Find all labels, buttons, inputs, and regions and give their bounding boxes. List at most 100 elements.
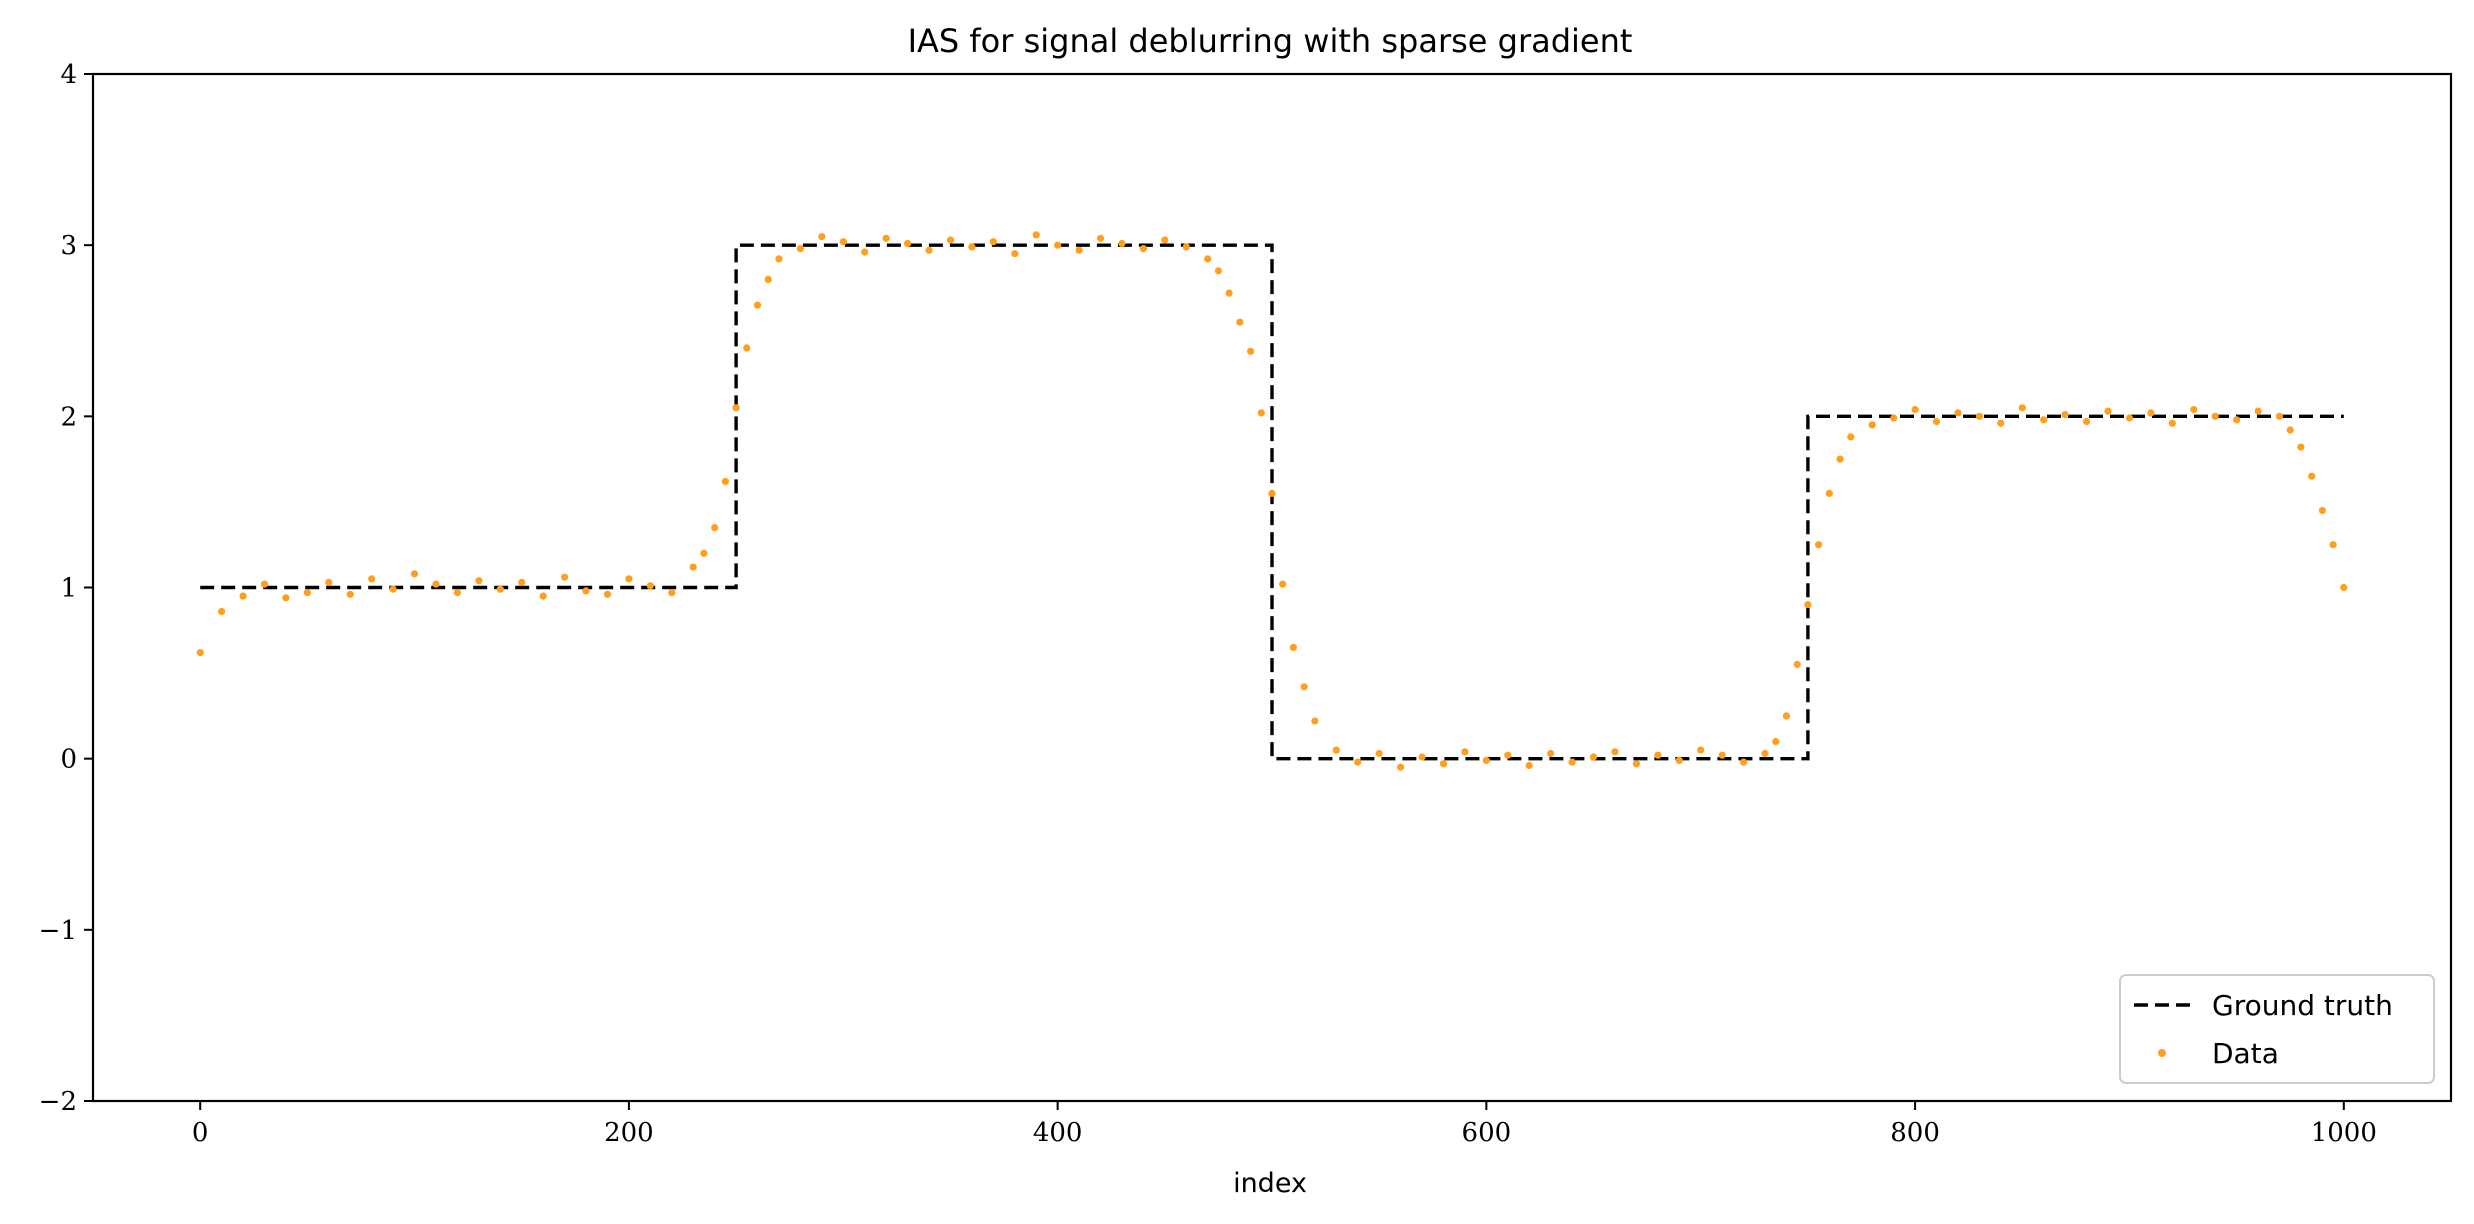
data-point — [1815, 541, 1823, 549]
data-point — [2125, 414, 2134, 422]
data-point — [1375, 749, 1383, 758]
data-point — [882, 234, 890, 242]
data-point — [1225, 289, 1233, 297]
data-point — [582, 587, 590, 595]
data-point — [1772, 737, 1780, 746]
series-ground-truth-line — [200, 243, 2344, 761]
data-point — [518, 578, 526, 587]
data-point — [282, 594, 290, 602]
x-tick-label: 200 — [604, 1118, 654, 1148]
data-point — [2233, 416, 2241, 424]
data-point — [2308, 472, 2316, 480]
data-point — [1740, 758, 1748, 766]
data-point — [303, 589, 311, 597]
data-point — [325, 578, 333, 587]
data-point — [2340, 583, 2348, 592]
y-tick-label: 2 — [60, 402, 77, 432]
data-point — [1300, 683, 1308, 691]
data-point — [764, 275, 772, 283]
data-point — [1397, 763, 1405, 771]
data-point — [1589, 753, 1598, 761]
legend-ground-truth-label: Ground truth — [2212, 989, 2393, 1022]
data-point — [475, 577, 483, 585]
legend: Ground truth Data — [2119, 974, 2435, 1084]
data-point — [1096, 234, 1105, 242]
data-point — [539, 592, 547, 600]
data-point — [2318, 506, 2326, 515]
data-point — [1761, 749, 1769, 758]
data-point — [410, 570, 419, 578]
data-point — [2040, 416, 2048, 424]
data-point — [1054, 241, 1062, 249]
data-point — [1332, 746, 1340, 754]
data-point — [1268, 489, 1276, 497]
data-point — [743, 344, 751, 352]
data-point — [1890, 414, 1898, 422]
data-point — [1504, 751, 1512, 759]
data-point — [2190, 405, 2198, 414]
data-point — [1289, 643, 1297, 652]
chart-title: IAS for signal deblurring with sparse gr… — [908, 22, 1633, 60]
data-point — [1782, 712, 1791, 720]
y-axis: −2 −1 0 1 2 3 4 — [39, 60, 93, 1117]
data-point — [496, 585, 504, 593]
data-point — [218, 607, 226, 616]
y-tick-label: 4 — [60, 60, 77, 90]
x-tick-label: 800 — [1890, 1118, 1940, 1148]
data-point — [2018, 404, 2026, 412]
data-point — [2168, 419, 2176, 427]
data-point — [1011, 250, 1019, 258]
data-point — [346, 590, 354, 598]
data-point — [775, 255, 783, 263]
data-point — [1932, 417, 1941, 426]
data-point — [1804, 601, 1812, 609]
data-point — [1975, 412, 1983, 420]
x-axis-label: index — [1233, 1168, 1307, 1199]
data-point — [1675, 756, 1683, 765]
y-tick-label: 1 — [60, 574, 77, 604]
data-point — [689, 563, 697, 571]
x-tick-label: 0 — [192, 1118, 209, 1148]
y-tick-label: 0 — [60, 745, 77, 775]
data-point — [2083, 417, 2091, 426]
data-point — [732, 404, 740, 412]
data-point — [1568, 758, 1576, 766]
data-point — [925, 246, 933, 254]
data-point — [603, 590, 612, 598]
data-point — [2329, 541, 2337, 549]
legend-data-swatch — [2158, 1049, 2166, 1057]
data-point — [1997, 419, 2005, 427]
data-point — [1911, 405, 1919, 414]
data-point — [861, 248, 869, 256]
data-point — [1482, 756, 1490, 765]
plot-marks — [196, 231, 2348, 771]
data-point — [2104, 407, 2112, 415]
data-point — [1718, 751, 1726, 759]
x-tick-label: 400 — [1033, 1118, 1083, 1148]
data-point — [904, 239, 912, 248]
x-tick-label: 600 — [1462, 1118, 1512, 1148]
data-point — [1461, 748, 1469, 756]
data-point — [1418, 753, 1426, 761]
y-tick-label: −1 — [39, 916, 77, 946]
data-point — [239, 592, 247, 600]
data-point — [1547, 749, 1555, 758]
data-point — [1311, 717, 1319, 725]
data-point — [2286, 426, 2294, 434]
data-point — [196, 648, 204, 657]
data-point — [1236, 318, 1244, 326]
data-point — [1214, 267, 1222, 275]
data-point — [2211, 412, 2219, 420]
x-tick-label: 1000 — [2311, 1118, 2377, 1148]
data-point — [1182, 243, 1190, 251]
data-point — [1868, 421, 1876, 429]
data-point — [1654, 751, 1662, 759]
y-tick-label: −2 — [39, 1087, 77, 1117]
data-point — [1354, 758, 1362, 766]
data-point — [453, 589, 461, 597]
y-tick-label: 3 — [60, 231, 77, 261]
data-point — [989, 238, 997, 246]
data-point — [946, 236, 955, 244]
data-point — [2275, 412, 2284, 420]
